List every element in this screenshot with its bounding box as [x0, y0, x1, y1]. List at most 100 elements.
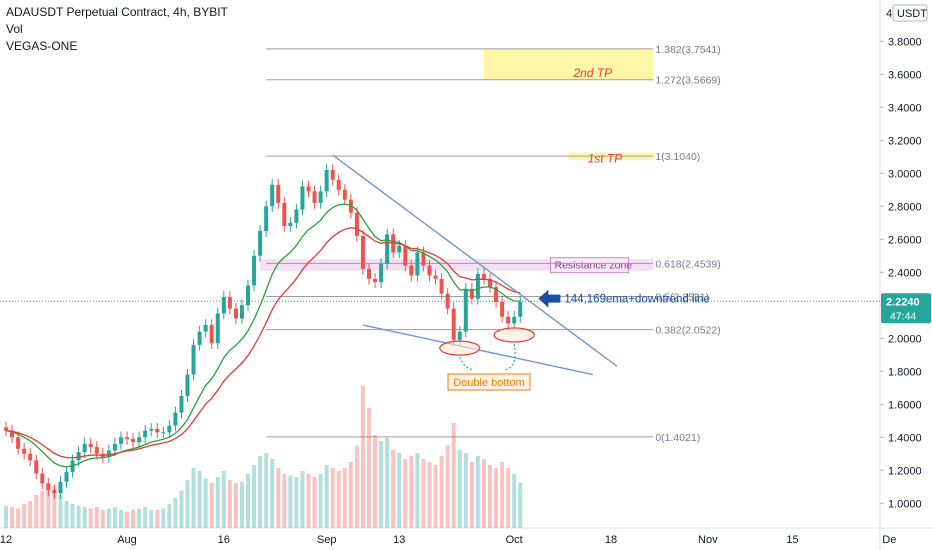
candle-body	[34, 460, 39, 474]
y-tick-label: 3.8000	[888, 36, 922, 48]
candle-body	[197, 331, 202, 345]
candle-body	[463, 288, 468, 332]
candle-body	[22, 448, 27, 454]
volume-bar	[131, 510, 136, 528]
volume-bar	[70, 504, 75, 528]
volume-bar	[16, 508, 21, 528]
volume-bar	[64, 501, 69, 528]
candle-body	[373, 278, 378, 283]
volume-bar	[397, 453, 402, 528]
candle-body	[155, 429, 160, 433]
volume-bar	[475, 456, 480, 528]
volume-bar	[118, 510, 123, 528]
candle-body	[191, 344, 196, 375]
volume-bar	[233, 483, 238, 528]
y-tick-label: 2.4000	[888, 267, 922, 279]
candle-body	[397, 245, 402, 253]
candle-body	[409, 265, 414, 276]
tp-zone	[483, 48, 654, 80]
x-tick-label: 15	[786, 534, 798, 546]
double-bottom-label-box	[447, 373, 531, 391]
candle-body	[28, 453, 33, 461]
candle-body	[439, 278, 444, 294]
volume-bar	[4, 505, 8, 528]
volume-bar	[209, 483, 214, 528]
volume-bar	[258, 456, 263, 528]
volume-bar	[52, 486, 57, 528]
candle-body	[518, 301, 523, 317]
volume-bar	[264, 453, 269, 528]
volume-bar	[312, 477, 317, 528]
volume-bar	[336, 471, 341, 528]
volume-bar	[191, 468, 196, 528]
resistance-zone	[260, 259, 654, 271]
candle-body	[336, 179, 341, 190]
volume-bar	[518, 483, 523, 528]
resistance-zone-label: Resistance zone	[555, 260, 633, 272]
y-tick-label: 2.0000	[888, 333, 922, 345]
volume-bar	[391, 450, 396, 528]
volume-bar	[488, 465, 492, 528]
volume-bar	[82, 507, 87, 528]
fib-level-label: 1.272(3.5669)	[655, 75, 720, 87]
candle-body	[342, 189, 347, 200]
candle-body	[288, 222, 293, 227]
volume-bar	[46, 483, 51, 528]
symbol-title[interactable]: ADAUSDT Perpetual Contract, 4h, BYBIT	[6, 5, 228, 19]
volume-bar	[439, 456, 444, 528]
candle-body	[149, 429, 154, 431]
candle-body	[112, 443, 117, 451]
volume-bar	[348, 462, 353, 528]
y-tick-label: 1.8000	[888, 366, 922, 378]
y-tick-label: 1.2000	[888, 465, 922, 477]
volume-bar	[28, 501, 33, 528]
volume-bar	[354, 445, 359, 528]
volume-bar	[342, 468, 347, 528]
currency-badge-label: USDT	[897, 8, 927, 20]
candle-body	[433, 275, 438, 279]
candle-body	[167, 425, 172, 433]
y-tick-label: 1.6000	[888, 399, 922, 411]
x-tick-label: Oct	[506, 534, 523, 546]
volume-bar	[415, 453, 420, 528]
fib-level-label: 1.382(3.7541)	[655, 44, 720, 56]
volume-bar	[300, 471, 305, 528]
volume-bar	[203, 478, 208, 528]
blue-arrow-icon	[538, 289, 561, 308]
candle-body	[252, 255, 257, 286]
volume-bar	[88, 508, 93, 528]
candle-body	[64, 471, 69, 482]
candle-body	[421, 252, 426, 266]
current-price-badge	[881, 293, 931, 324]
volume-bar	[445, 445, 450, 528]
y-tick-label: 1.4000	[888, 432, 922, 444]
candle-body	[185, 374, 190, 396]
x-tick-label: 16	[218, 534, 230, 546]
volume-bar	[324, 465, 329, 528]
volume-bar	[451, 423, 456, 528]
volume-bar	[22, 504, 27, 528]
currency-prefix: 4	[886, 8, 892, 20]
volume-bar	[469, 462, 474, 528]
x-tick-label: 13	[393, 534, 405, 546]
volume-bar	[512, 474, 517, 528]
volume-bar	[481, 459, 486, 528]
candle-body	[324, 169, 329, 192]
x-tick-label: Aug	[117, 534, 137, 546]
candle-body	[179, 396, 184, 413]
candle-body	[137, 437, 142, 443]
candle-body	[52, 490, 57, 494]
indicator-vegas-label[interactable]: VEGAS-ONE	[6, 39, 78, 53]
volume-bar	[197, 471, 202, 528]
volume-bar	[40, 490, 45, 528]
tp1-label: 1st TP	[588, 151, 623, 165]
candle-body	[215, 313, 220, 344]
candle-body	[246, 285, 250, 306]
volume-bar	[252, 465, 257, 528]
volume-bar	[385, 438, 390, 528]
candle-body	[82, 443, 87, 453]
indicator-vol-label[interactable]: Vol	[6, 22, 23, 36]
volume-bar	[409, 456, 414, 528]
